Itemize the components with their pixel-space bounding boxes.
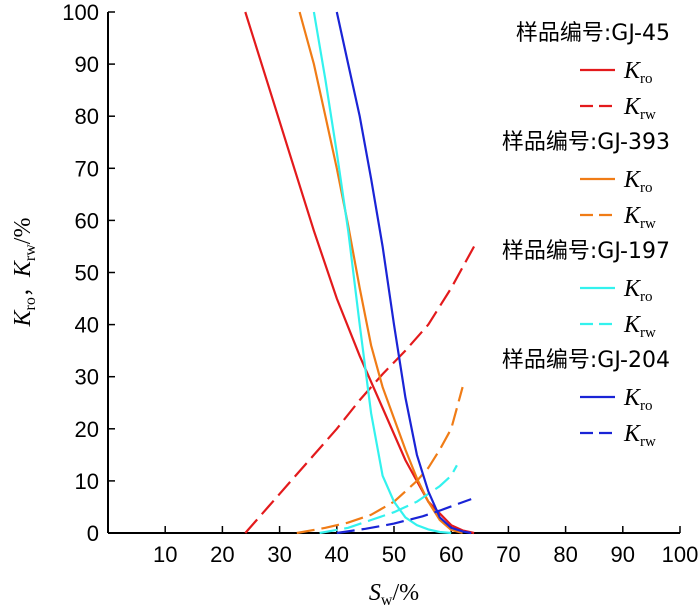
x-tick-label: 80 [553,542,577,567]
legend-title-sample-4: 样品编号:GJ-204 [502,348,670,373]
legend-label-kro-4: Kro [623,385,653,414]
legend-label-krw-2: Krw [623,203,656,232]
series-line-kro-sample-2 [298,11,463,535]
series-lines [244,11,476,535]
axes: 10 20 30 40 50 60 70 80 90 100 0 10 20 30 40 50 60 70 80 90… [62,0,698,567]
axis-titles: Sw/% Kro，Krw/% [10,218,419,609]
legend-label-krw-1: Krw [623,94,656,123]
series-line-krw-sample-3 [319,464,458,535]
y-axis-title: Kro，Krw/% [10,218,39,328]
x-tick-label: 60 [439,542,463,567]
y-tick-label: 50 [75,261,99,286]
x-tick-label: 50 [382,542,406,567]
y-tick-label: 30 [75,365,99,390]
x-tick-label: 40 [325,542,349,567]
y-tick-label: 70 [75,156,99,181]
series-line-kro-sample-3 [312,11,452,535]
x-tick-label: 30 [267,542,291,567]
series-line-krw-sample-4 [336,498,472,535]
series-line-krw-sample-2 [296,386,464,535]
x-tick-label: 10 [153,542,177,567]
y-tick-label: 0 [87,521,99,546]
x-tick-label: 70 [496,542,520,567]
legend-label-krw-3: Krw [623,312,656,341]
y-tick-label: 20 [75,417,99,442]
y-tick-label: 80 [75,104,99,129]
y-tick-label: 60 [75,208,99,233]
legend-label-krw-4: Krw [623,421,656,450]
legend-title-sample-2: 样品编号:GJ-393 [502,130,670,155]
legend-title-sample-1: 样品编号:GJ-45 [516,21,670,46]
y-tick-label: 90 [75,52,99,77]
y-tick-label: 40 [75,313,99,338]
legend: 样品编号:GJ-45 Kro Krw 样品编号:GJ-393 Kro Krw 样品编号:GJ… [502,21,670,450]
x-tick-label: 20 [210,542,234,567]
legend-title-sample-3: 样品编号:GJ-197 [502,239,670,264]
series-line-krw-sample-1 [244,245,476,534]
series-line-kro-sample-4 [335,11,472,535]
y-tick-label: 100 [62,0,99,25]
legend-label-kro-1: Kro [623,58,653,87]
legend-label-kro-2: Kro [623,167,653,196]
series-line-kro-sample-1 [244,11,475,535]
x-tick-label: 100 [662,542,699,567]
legend-label-kro-3: Kro [623,276,653,305]
x-tick-label: 90 [611,542,635,567]
y-tick-label: 10 [75,469,99,494]
x-axis-title: Sw/% [369,580,419,609]
